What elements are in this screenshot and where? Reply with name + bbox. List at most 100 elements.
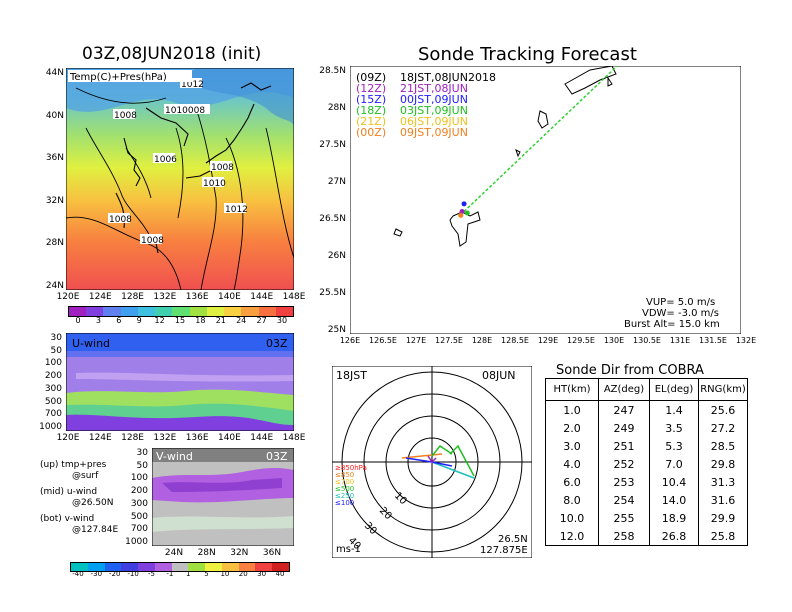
legend-notes: (up) tmp+pres @surf (mid) u-wind @26.50N…: [40, 460, 119, 535]
axis-tick-label: 10: [220, 570, 230, 578]
axis-tick-label: 100: [44, 358, 62, 369]
table-row: 10.0 255 18.9 29.9: [545, 509, 748, 527]
axis-tick-label: 132E: [153, 292, 177, 302]
axis-tick-label: 148E: [282, 433, 306, 443]
axis-tick-label: 36N: [45, 153, 64, 164]
table-cell: 25.8: [698, 527, 748, 546]
axis-tick-label: -10: [127, 570, 139, 578]
wind-colorbar-ticks: -40 -30 -20 -10 -5 -1 1 5 10 20 30 40: [70, 570, 288, 580]
legend-text: 00JST,09JUN: [400, 93, 468, 106]
axis-tick-label: 200: [130, 486, 148, 497]
axis-tick-label: 132E: [153, 433, 177, 443]
table-row: 8.0 254 14.0 31.6: [545, 491, 748, 509]
axis-tick-label: -40: [72, 570, 84, 578]
map-lon-axis: 120E 124E 128E 132E 136E 140E 144E 148E: [56, 292, 306, 304]
table-cell: 14.0: [649, 491, 699, 509]
table-row: 12.0 258 26.8 25.8: [545, 527, 748, 546]
table-cell: 4.0: [545, 455, 599, 473]
axis-tick-label: 100: [130, 473, 148, 484]
axis-tick-label: 300: [44, 383, 62, 394]
polar-lat: 26.5N: [498, 534, 528, 545]
axis-tick-label: 30: [276, 316, 288, 325]
axis-tick-label: 700: [44, 409, 62, 420]
uwind-label: U-wind: [72, 337, 110, 350]
polar-lon: 127.875E: [480, 545, 528, 556]
hodograph-plot: 18JST 08JUN 10 20 30 40 ≥850hPa≤850≤700≤…: [332, 366, 532, 558]
axis-tick-label: 5: [204, 570, 209, 578]
axis-tick-label: 500: [130, 511, 148, 522]
axis-tick-label: -1: [166, 570, 174, 578]
axis-tick-label: 9: [136, 316, 142, 325]
legend-text: 06JST,09JUN: [400, 115, 468, 128]
legend-text: 03JST,09JUN: [400, 104, 468, 117]
map-lat-axis: 44N 40N 36N 32N 28N 24N: [45, 68, 66, 291]
isobar-label: 1010: [203, 179, 226, 189]
isobar-label: 1012: [225, 205, 248, 215]
param-vdw: VDW= -3.0 m/s: [642, 308, 719, 319]
table-cell: 26.8: [649, 527, 699, 546]
axis-tick-label: 131.5E: [699, 336, 727, 345]
axis-tick-label: 50: [50, 345, 62, 356]
tracking-title: Sonde Tracking Forecast: [418, 44, 637, 65]
axis-tick-label: 28.5N: [319, 66, 346, 76]
pressure-level-label: ≤850: [335, 471, 354, 479]
axis-tick-label: 30: [257, 570, 267, 578]
table-row: 1.0 247 1.4 25.6: [545, 400, 748, 419]
vwind-time: 03Z: [266, 450, 288, 463]
axis-tick-label: 50: [136, 460, 148, 471]
axis-tick-label: 25N: [327, 325, 346, 335]
table-cell: 5.3: [649, 437, 699, 455]
axis-tick-label: 40N: [45, 110, 64, 121]
pressure-level-label: ≥850hPa: [335, 464, 367, 472]
axis-tick-label: 44N: [45, 68, 64, 78]
launch-point: [461, 201, 467, 207]
legend-code: (00Z): [356, 126, 386, 139]
isobar-label: 1008: [114, 111, 137, 121]
table-cell: 247: [598, 400, 650, 419]
axis-tick-label: 1000: [125, 537, 148, 547]
pressure-level-label: ≤250: [335, 492, 354, 500]
axis-tick-label: 27: [256, 316, 267, 325]
axis-tick-label: 28N: [327, 103, 346, 113]
axis-tick-label: 126E: [339, 336, 361, 345]
axis-tick-label: 1: [185, 570, 191, 578]
table-cell: 28.5: [698, 437, 748, 455]
legend-code: (18Z): [356, 104, 386, 117]
param-vup: VUP= 5.0 m/s: [646, 297, 715, 308]
temperature-colorbar: [68, 306, 294, 317]
legend-code: (12Z): [356, 82, 386, 95]
axis-tick-label: 200: [44, 371, 62, 382]
axis-tick-label: -30: [90, 570, 103, 578]
uwind-lon-axis: 120E 124E 128E 132E 136E 140E 144E 148E: [56, 433, 306, 445]
table-cell: 7.0: [649, 455, 699, 473]
table-cell: 10.4: [649, 473, 699, 491]
table-cell: 254: [598, 491, 650, 509]
axis-tick-label: 136E: [185, 292, 209, 302]
table-header: HT(km): [545, 378, 599, 401]
table-header: EL(deg): [649, 378, 699, 401]
vwind-section: V-wind 03Z: [152, 448, 294, 546]
tracking-lon-axis: 126E 126.5E 127E 127.5E 128E 128.5E 129E 129.5E…: [338, 336, 758, 348]
temperature-colorbar-ticks: 0 3 6 9 12 15 18 21 24 27 30: [68, 316, 292, 326]
axis-tick-label: 20: [238, 570, 248, 578]
axis-tick-label: 127E: [405, 336, 427, 345]
table-cell: 18.9: [649, 509, 699, 527]
axis-tick-label: 131E: [669, 336, 691, 345]
uwind-pressure-axis: 30 50 100 200 300 500 700 1000: [39, 333, 64, 432]
axis-tick-label: 127.5E: [435, 336, 463, 345]
table-cell: 8.0: [545, 491, 599, 509]
axis-tick-label: 32N: [230, 548, 249, 558]
table-cell: 29.8: [698, 455, 748, 473]
table-cell: 2.0: [545, 419, 599, 437]
table-cell: 258: [598, 527, 650, 546]
axis-tick-label: 124E: [88, 433, 112, 443]
table-row: 3.0 251 5.3 28.5: [545, 437, 748, 455]
pressure-level-label: ≤100: [335, 499, 354, 507]
uwind-section: U-wind 03Z: [66, 333, 294, 431]
table-cell: 3.0: [545, 437, 599, 455]
table-cell: 25.6: [698, 400, 748, 419]
axis-tick-label: 144E: [250, 433, 274, 443]
axis-tick-label: 128.5E: [501, 336, 529, 345]
legend-text: 21JST,08JUN: [400, 82, 468, 95]
axis-tick-label: 300: [130, 498, 148, 509]
